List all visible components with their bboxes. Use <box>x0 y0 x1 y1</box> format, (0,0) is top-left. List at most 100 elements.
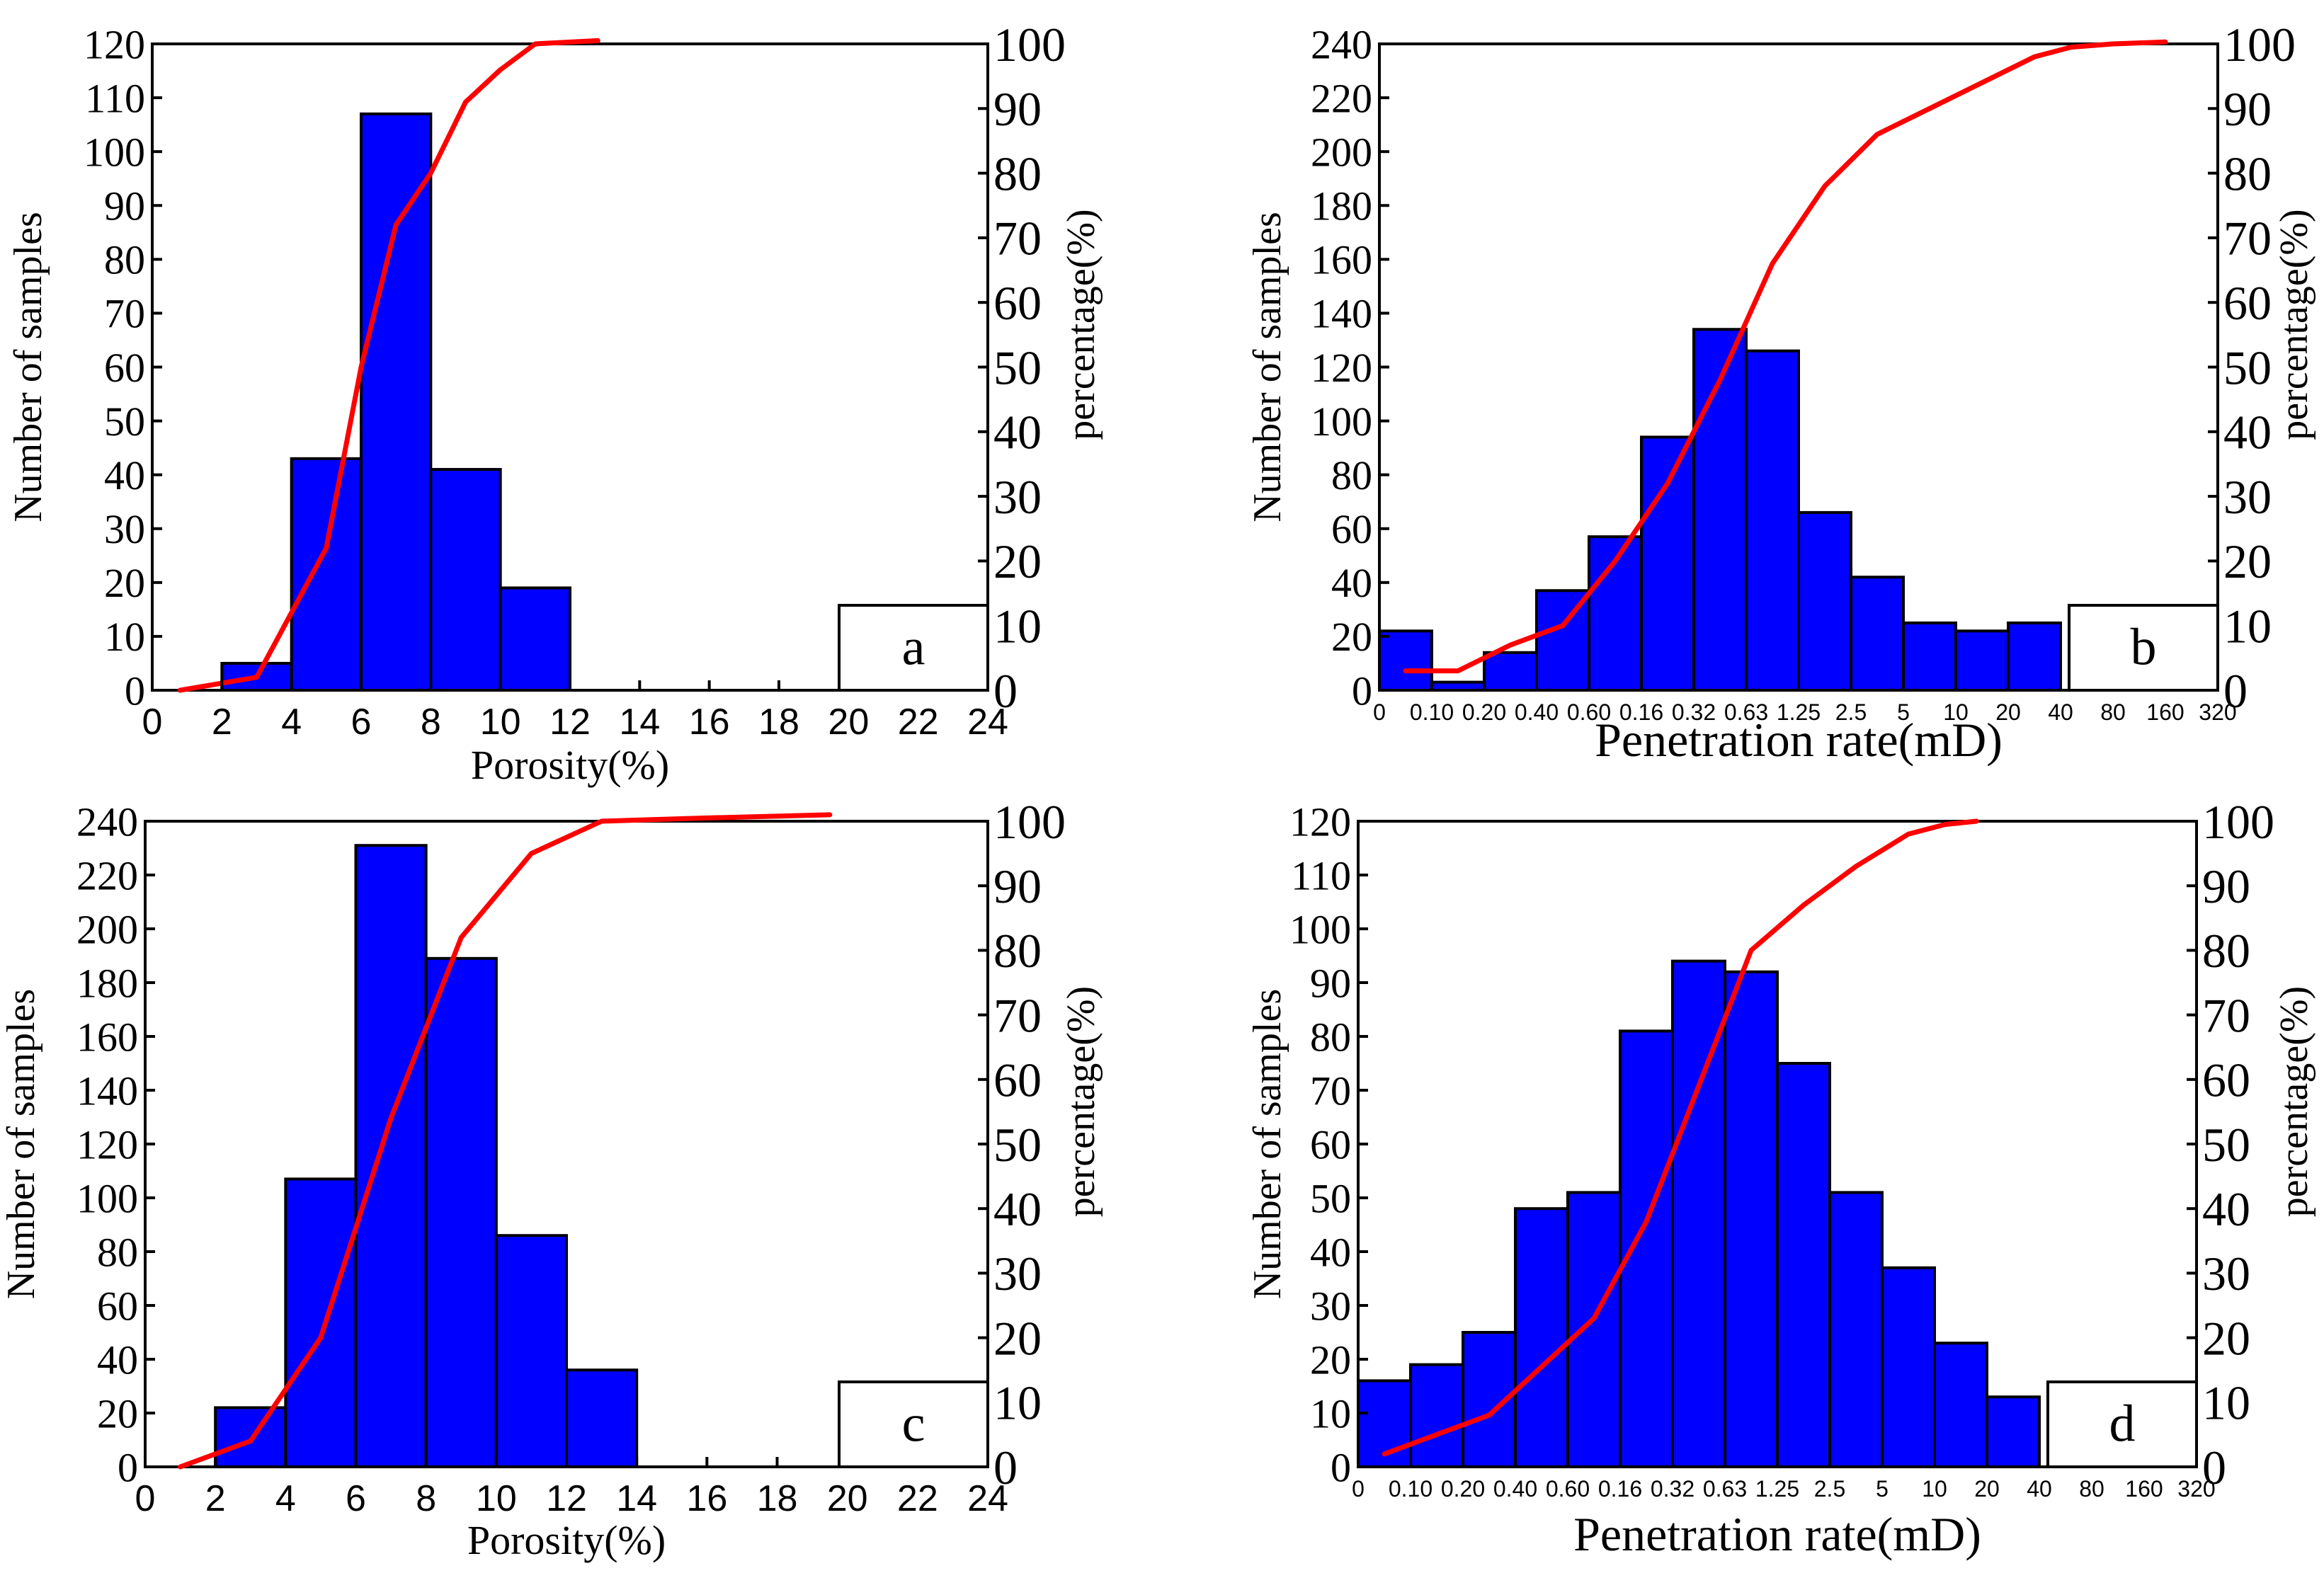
y2-tick-label: 30 <box>2202 1247 2250 1300</box>
y-tick-label: 10 <box>104 614 145 660</box>
x-tick-label: 0.63 <box>1703 1476 1747 1502</box>
y2-tick-label: 100 <box>993 18 1066 72</box>
x-tick-label: 0.20 <box>1441 1476 1485 1502</box>
chart-panel-a: 0102030405060708090100110120010203040506… <box>6 18 1103 788</box>
histogram-bar <box>1986 1395 2041 1468</box>
y2-tick-label: 40 <box>2223 406 2272 459</box>
y2-tick-label: 50 <box>2223 341 2272 394</box>
y-tick-label: 180 <box>76 960 138 1006</box>
x-tick-label: 320 <box>2177 1476 2215 1502</box>
histogram-bar <box>290 457 363 692</box>
x-tick-label: 2.5 <box>1835 699 1867 725</box>
y2-tick-label: 90 <box>993 82 1042 136</box>
y-tick-label: 50 <box>1310 1175 1351 1221</box>
y-tick-label: 40 <box>97 1337 138 1383</box>
y2-axis-title: percentage(%) <box>2272 209 2316 440</box>
histogram-bar <box>1850 576 1905 692</box>
y-tick-label: 40 <box>1331 560 1372 606</box>
y-tick-label: 0 <box>1352 668 1372 714</box>
y-axis-title: Number of samples <box>1246 989 1289 1300</box>
y-tick-label: 20 <box>1331 614 1372 660</box>
x-axis-title: Penetration rate(mD) <box>1573 1507 1981 1561</box>
y2-tick-label: 20 <box>2223 534 2272 588</box>
y2-tick-label: 10 <box>2223 600 2272 653</box>
y-tick-label: 20 <box>1310 1337 1351 1383</box>
y-tick-label: 140 <box>1311 291 1372 337</box>
y-tick-label: 220 <box>76 852 138 898</box>
y-tick-label: 20 <box>104 560 145 606</box>
x-tick-label: 0.40 <box>1493 1476 1537 1502</box>
y-tick-label: 80 <box>1331 452 1372 498</box>
panel-label-box <box>2046 1380 2198 1468</box>
y-tick-label: 100 <box>1311 399 1372 445</box>
y-tick-label: 80 <box>1310 1014 1351 1060</box>
y-tick-label: 70 <box>104 291 145 337</box>
x-tick-label: 2.5 <box>1814 1476 1845 1502</box>
histogram-bar <box>1776 1062 1831 1468</box>
x-tick-label: 10 <box>480 702 521 743</box>
y2-tick-label: 60 <box>993 1053 1042 1107</box>
y2-tick-label: 80 <box>993 147 1042 200</box>
x-tick-label: 0.10 <box>1410 699 1454 725</box>
y-tick-label: 20 <box>97 1390 138 1436</box>
y-tick-label: 40 <box>1310 1229 1351 1275</box>
x-tick-label: 40 <box>2048 699 2073 725</box>
y-tick-label: 100 <box>1289 906 1351 952</box>
x-tick-label: 6 <box>351 702 372 743</box>
y2-tick-label: 0 <box>993 1441 1018 1494</box>
y2-tick-label: 90 <box>2202 859 2250 913</box>
x-tick-label: 4 <box>275 1478 296 1519</box>
histogram-bar <box>1566 1191 1622 1469</box>
y2-tick-label: 0 <box>993 664 1018 718</box>
y-tick-label: 100 <box>84 129 145 175</box>
histogram-bar <box>1828 1191 1884 1469</box>
x-tick-label: 6 <box>346 1478 366 1519</box>
x-tick-label: 20 <box>827 1478 868 1519</box>
x-tick-label: 160 <box>2125 1476 2163 1502</box>
panel-label: d <box>2109 1395 2136 1453</box>
x-tick-label: 5 <box>1876 1476 1889 1502</box>
x-tick-label: 12 <box>546 1478 587 1519</box>
y-tick-label: 120 <box>1289 799 1351 845</box>
x-tick-label: 4 <box>281 702 302 743</box>
y2-tick-label: 90 <box>993 859 1042 913</box>
histogram-bar <box>1797 510 1852 692</box>
y2-axis-title: percentage(%) <box>1059 986 1103 1217</box>
y2-tick-label: 40 <box>993 1182 1042 1236</box>
y2-tick-label: 30 <box>993 470 1042 524</box>
y-tick-label: 200 <box>1311 129 1372 175</box>
y2-tick-label: 10 <box>993 1376 1042 1430</box>
y2-tick-label: 90 <box>2223 82 2272 136</box>
x-tick-label: 0 <box>142 702 163 743</box>
chart-panel-b: 0204060801001201401601802002202400102030… <box>1246 18 2316 767</box>
y-tick-label: 60 <box>1331 506 1372 552</box>
x-tick-label: 0.16 <box>1598 1476 1642 1502</box>
x-axis-title: Penetration rate(mD) <box>1595 713 2003 767</box>
histogram-bar <box>360 112 433 692</box>
x-tick-label: 0.63 <box>1724 699 1768 725</box>
y2-tick-label: 70 <box>993 212 1042 265</box>
panel-label: b <box>2131 619 2157 677</box>
y-tick-label: 110 <box>1291 852 1351 898</box>
histogram-bar <box>1745 349 1800 692</box>
y-tick-label: 200 <box>76 906 138 952</box>
x-axis-title: Porosity(%) <box>467 1517 666 1563</box>
x-tick-label: 0 <box>135 1478 156 1519</box>
y-axis-title: Number of samples <box>1246 212 1289 522</box>
x-tick-label: 2 <box>212 702 232 743</box>
x-tick-label: 14 <box>619 702 660 743</box>
histogram-bar <box>1483 651 1538 692</box>
y2-tick-label: 100 <box>993 795 1066 849</box>
y-tick-label: 240 <box>1311 21 1372 67</box>
y2-tick-label: 70 <box>2223 212 2272 265</box>
y2-tick-label: 50 <box>2202 1118 2250 1172</box>
y-tick-label: 0 <box>118 1444 138 1490</box>
x-tick-label: 10 <box>1943 699 1969 725</box>
panel-label-box <box>838 1380 989 1468</box>
panel-label-box <box>2068 604 2219 692</box>
y2-tick-label: 0 <box>2202 1441 2226 1494</box>
y-tick-label: 90 <box>1310 960 1351 1006</box>
y2-tick-label: 40 <box>2202 1182 2250 1236</box>
histogram-bar <box>424 956 498 1469</box>
y-tick-label: 0 <box>1331 1444 1351 1490</box>
